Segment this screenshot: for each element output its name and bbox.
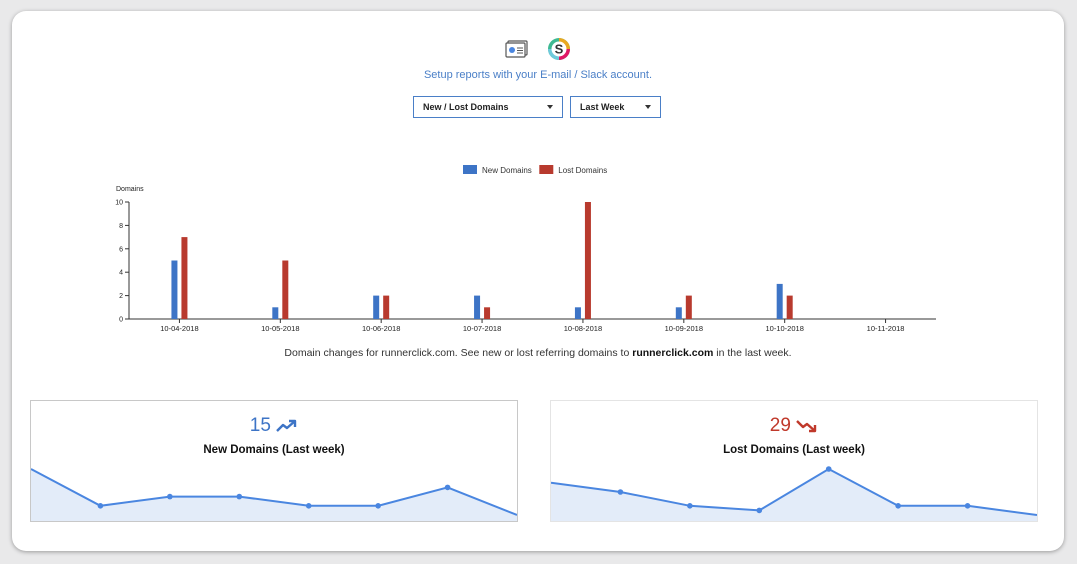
lost-domains-bar[interactable] <box>181 237 188 319</box>
legend-swatch <box>539 165 554 174</box>
x-tick-label: 10-04-2018 <box>160 324 198 333</box>
new-domains-bar[interactable] <box>574 307 581 319</box>
x-tick-label: 10-05-2018 <box>261 324 299 333</box>
legend-label: Lost Domains <box>558 166 607 175</box>
lost-domains-bar[interactable] <box>484 307 491 319</box>
sparkline-point[interactable] <box>236 493 243 500</box>
y-tick-label: 10 <box>115 200 123 207</box>
new-domains-card: 15 New Domains (Last week) <box>30 400 518 522</box>
sparkline-point[interactable] <box>756 507 763 514</box>
trend-down-icon <box>796 420 817 433</box>
chart-caption: Domain changes for runnerclick.com. See … <box>12 347 1064 359</box>
new-domains-bar[interactable] <box>272 307 279 319</box>
sparkline-line <box>551 467 1037 516</box>
sparkline-line <box>31 468 517 516</box>
new-domains-bar[interactable] <box>776 283 783 319</box>
x-tick-label: 10-11-2018 <box>867 324 905 333</box>
caption-domain[interactable]: runnerclick.com <box>632 347 714 359</box>
lost-domains-count: 29 <box>769 415 791 436</box>
x-tick-label: 10-06-2018 <box>362 324 400 333</box>
lost-domains-bar[interactable] <box>786 295 793 319</box>
y-tick-label: 4 <box>119 270 123 277</box>
chart-legend: New Domains Lost Domains <box>463 165 607 175</box>
email-report-icon[interactable] <box>505 37 529 61</box>
x-tick-label: 10-10-2018 <box>766 324 804 333</box>
report-type-value: New / Lost Domains <box>423 102 509 112</box>
chevron-down-icon <box>645 105 651 109</box>
caption-suffix: in the last week. <box>713 347 792 359</box>
caption-prefix: Domain changes for runnerclick.com. See … <box>284 347 633 359</box>
sparkline-area <box>31 469 517 521</box>
y-tick-label: 8 <box>119 223 123 230</box>
lost-domains-label: Lost Domains (Last week) <box>723 444 865 456</box>
new-domains-stat: 15 <box>31 415 517 437</box>
new-domains-sparkline <box>31 468 517 521</box>
domains-bar-chart: New Domains Lost Domains Domains 0 2 4 6 8 10 10-… <box>115 165 936 333</box>
report-channel-icons: S <box>12 37 1064 61</box>
sparkline-point[interactable] <box>444 484 451 491</box>
x-tick-label: 10-08-2018 <box>564 324 602 333</box>
period-value: Last Week <box>580 102 625 112</box>
lost-domains-sparkline <box>551 466 1037 521</box>
new-domains-bar[interactable] <box>474 295 481 319</box>
new-domains-bar[interactable] <box>675 307 682 319</box>
sparkline-point[interactable] <box>825 466 832 472</box>
chevron-down-icon <box>547 105 553 109</box>
svg-text:S: S <box>555 42 564 57</box>
lost-domains-bar[interactable] <box>383 295 390 319</box>
legend-swatch <box>463 165 477 174</box>
lost-domains-card: 29 Lost Domains (Last week) <box>550 400 1038 522</box>
setup-reports-link[interactable]: Setup reports with your E-mail / Slack a… <box>423 69 653 81</box>
lost-domains-stat: 29 <box>551 415 1037 437</box>
new-domains-bar[interactable] <box>171 260 178 320</box>
new-domains-bar[interactable] <box>373 295 380 319</box>
sparkline-point[interactable] <box>167 493 173 500</box>
y-tick-label: 6 <box>119 246 123 253</box>
sparkline-point[interactable] <box>687 503 693 509</box>
report-type-dropdown[interactable]: New / Lost Domains <box>413 96 563 118</box>
legend-label: New Domains <box>482 166 532 175</box>
trend-up-icon <box>276 419 297 432</box>
sparkline-point[interactable] <box>305 503 312 509</box>
sparkline-point[interactable] <box>964 503 971 509</box>
lost-domains-bar[interactable] <box>584 202 591 319</box>
lost-domains-bar[interactable] <box>282 260 289 320</box>
x-tick-label: 10-07-2018 <box>463 324 501 333</box>
x-tick-label: 10-09-2018 <box>665 324 703 333</box>
sparkline-area <box>551 469 1037 521</box>
sparkline-point[interactable] <box>375 503 381 509</box>
new-domains-label: New Domains (Last week) <box>203 444 345 456</box>
sparkline-point[interactable] <box>97 503 104 509</box>
sparkline-point[interactable] <box>617 489 624 495</box>
report-card: S Setup reports with your E-mail / Slack… <box>12 11 1064 551</box>
y-tick-label: 0 <box>119 317 123 324</box>
lost-domains-bar[interactable] <box>685 295 692 319</box>
sparkline-point[interactable] <box>895 503 901 509</box>
slack-icon[interactable]: S <box>547 37 571 61</box>
y-tick-label: 2 <box>119 293 123 300</box>
y-axis-label: Domains <box>116 186 144 193</box>
new-domains-count: 15 <box>249 415 271 436</box>
period-dropdown[interactable]: Last Week <box>570 96 661 118</box>
